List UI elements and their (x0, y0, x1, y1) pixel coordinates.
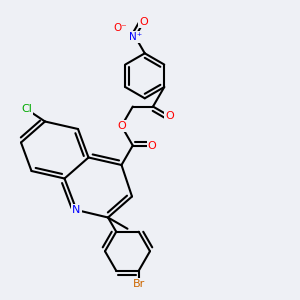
Text: Cl: Cl (22, 104, 32, 115)
Text: O: O (148, 140, 156, 151)
Text: O: O (117, 121, 126, 131)
Text: O⁻: O⁻ (114, 23, 128, 33)
Text: O: O (139, 17, 148, 27)
Text: O: O (165, 111, 174, 121)
Text: Br: Br (133, 279, 145, 289)
Text: N: N (72, 205, 81, 215)
Text: N⁺: N⁺ (129, 32, 142, 42)
